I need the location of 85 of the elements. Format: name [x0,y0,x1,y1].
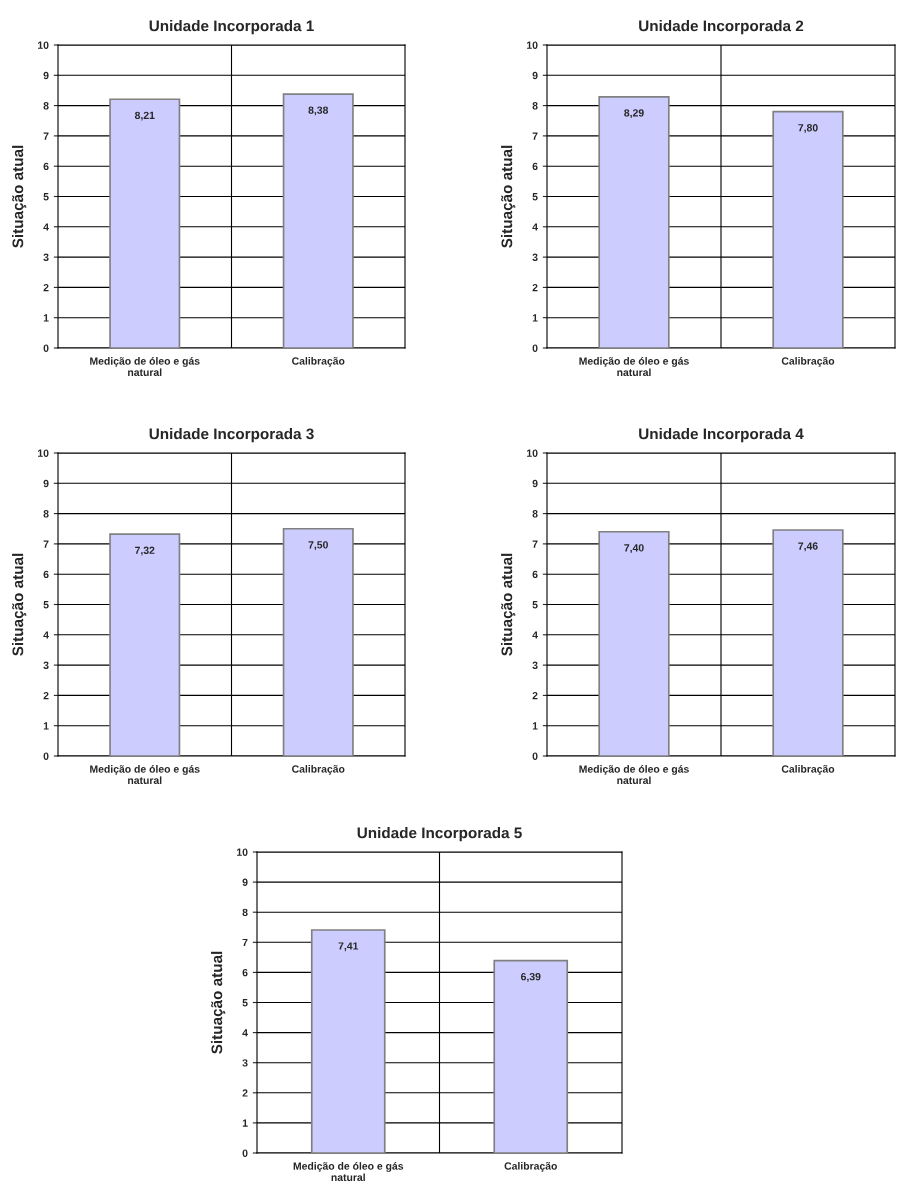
y-tick-label: 5 [532,193,538,201]
y-tick-label: 2 [43,283,49,292]
data-label: 8,29 [624,109,644,119]
y-tick-label: 8 [532,510,538,518]
y-tick-label: 9 [43,71,49,80]
y-tick-label: 4 [43,223,49,231]
y-tick-label: 3 [242,1059,248,1067]
y-tick-label: 2 [532,283,538,292]
y-tick-label: 6 [43,162,49,171]
y-tick-label: 5 [242,999,248,1007]
y-tick-label: 10 [237,848,248,856]
y-tick-label: 0 [532,344,538,352]
chart-title: Unidade Incorporada 1 [149,20,314,35]
y-axis-title: Situação atual [12,145,27,248]
y-tick-label: 1 [43,722,49,730]
y-tick-label: 4 [532,223,538,231]
y-tick-label: 5 [43,601,49,609]
y-tick-label: 7 [532,132,538,140]
y-tick-label: 1 [242,1119,248,1127]
y-tick-label: 7 [43,132,49,140]
x-tick-label: Medição de óleo e gás natural [90,357,200,377]
y-tick-label: 9 [532,71,538,80]
x-tick-label: Medição de óleo e gás natural [579,765,689,785]
y-tick-label: 5 [532,601,538,609]
y-tick-label: 8 [242,908,248,917]
y-axis-title: Situação atual [12,553,27,656]
data-label: 7,80 [798,124,818,133]
x-tick-label: Calibração [504,1162,557,1172]
y-axis-title: Situação atual [211,951,226,1054]
y-tick-label: 10 [527,41,538,49]
y-axis-title: Situação atual [501,553,516,656]
y-tick-label: 8 [43,510,49,518]
y-tick-label: 3 [532,253,538,261]
y-tick-label: 0 [532,752,538,760]
x-tick-label: Calibração [781,357,835,367]
y-tick-label: 9 [242,878,248,886]
y-tick-label: 2 [242,1089,248,1097]
y-tick-label: 7 [43,540,49,548]
chart-title: Unidade Incorporada 2 [639,20,804,35]
data-label: 7,41 [338,942,359,952]
y-tick-label: 9 [532,479,538,488]
data-label: 7,32 [135,546,155,556]
x-tick-label: Calibração [292,357,345,367]
x-tick-label: Medição de óleo e gás natural [579,357,689,377]
x-tick-label: Calibração [292,765,345,775]
data-label: 6,39 [520,972,541,982]
y-tick-label: 6 [532,162,538,171]
y-tick-label: 10 [38,449,49,457]
y-tick-label: 4 [532,631,538,639]
y-tick-label: 6 [43,570,49,579]
y-tick-label: 8 [532,102,538,110]
y-tick-label: 1 [532,722,538,730]
data-label: 8,21 [134,111,155,121]
y-tick-label: 6 [242,968,248,977]
y-tick-label: 1 [43,314,49,322]
y-axis-title: Situação atual [501,145,516,248]
data-label: 8,38 [308,106,329,116]
y-tick-label: 10 [38,41,49,49]
y-tick-label: 2 [532,691,538,700]
data-label: 7,40 [624,544,644,554]
chart-title: Unidade Incorporada 3 [149,428,314,443]
data-label: 7,46 [798,542,818,552]
data-label: 7,50 [308,541,328,551]
y-tick-label: 3 [532,661,538,669]
chart-title: Unidade Incorporada 5 [357,827,522,842]
y-tick-label: 3 [43,661,49,669]
y-tick-label: 0 [43,752,49,760]
y-tick-label: 6 [532,570,538,579]
y-tick-label: 4 [43,631,49,639]
y-tick-label: 0 [43,344,49,352]
y-tick-label: 4 [242,1029,248,1037]
x-tick-label: Calibração [781,765,835,775]
y-tick-label: 0 [242,1149,248,1157]
x-tick-label: Medição de óleo e gás natural [293,1162,404,1182]
y-tick-label: 1 [532,314,538,322]
y-tick-label: 7 [532,540,538,548]
y-tick-label: 3 [43,253,49,261]
y-tick-label: 7 [242,938,248,947]
y-tick-label: 9 [43,479,49,488]
y-tick-label: 8 [43,102,49,110]
chart-title: Unidade Incorporada 4 [639,428,804,443]
y-tick-label: 2 [43,691,49,700]
y-tick-label: 10 [527,449,538,457]
x-tick-label: Medição de óleo e gás natural [90,765,200,785]
y-tick-label: 5 [43,193,49,201]
